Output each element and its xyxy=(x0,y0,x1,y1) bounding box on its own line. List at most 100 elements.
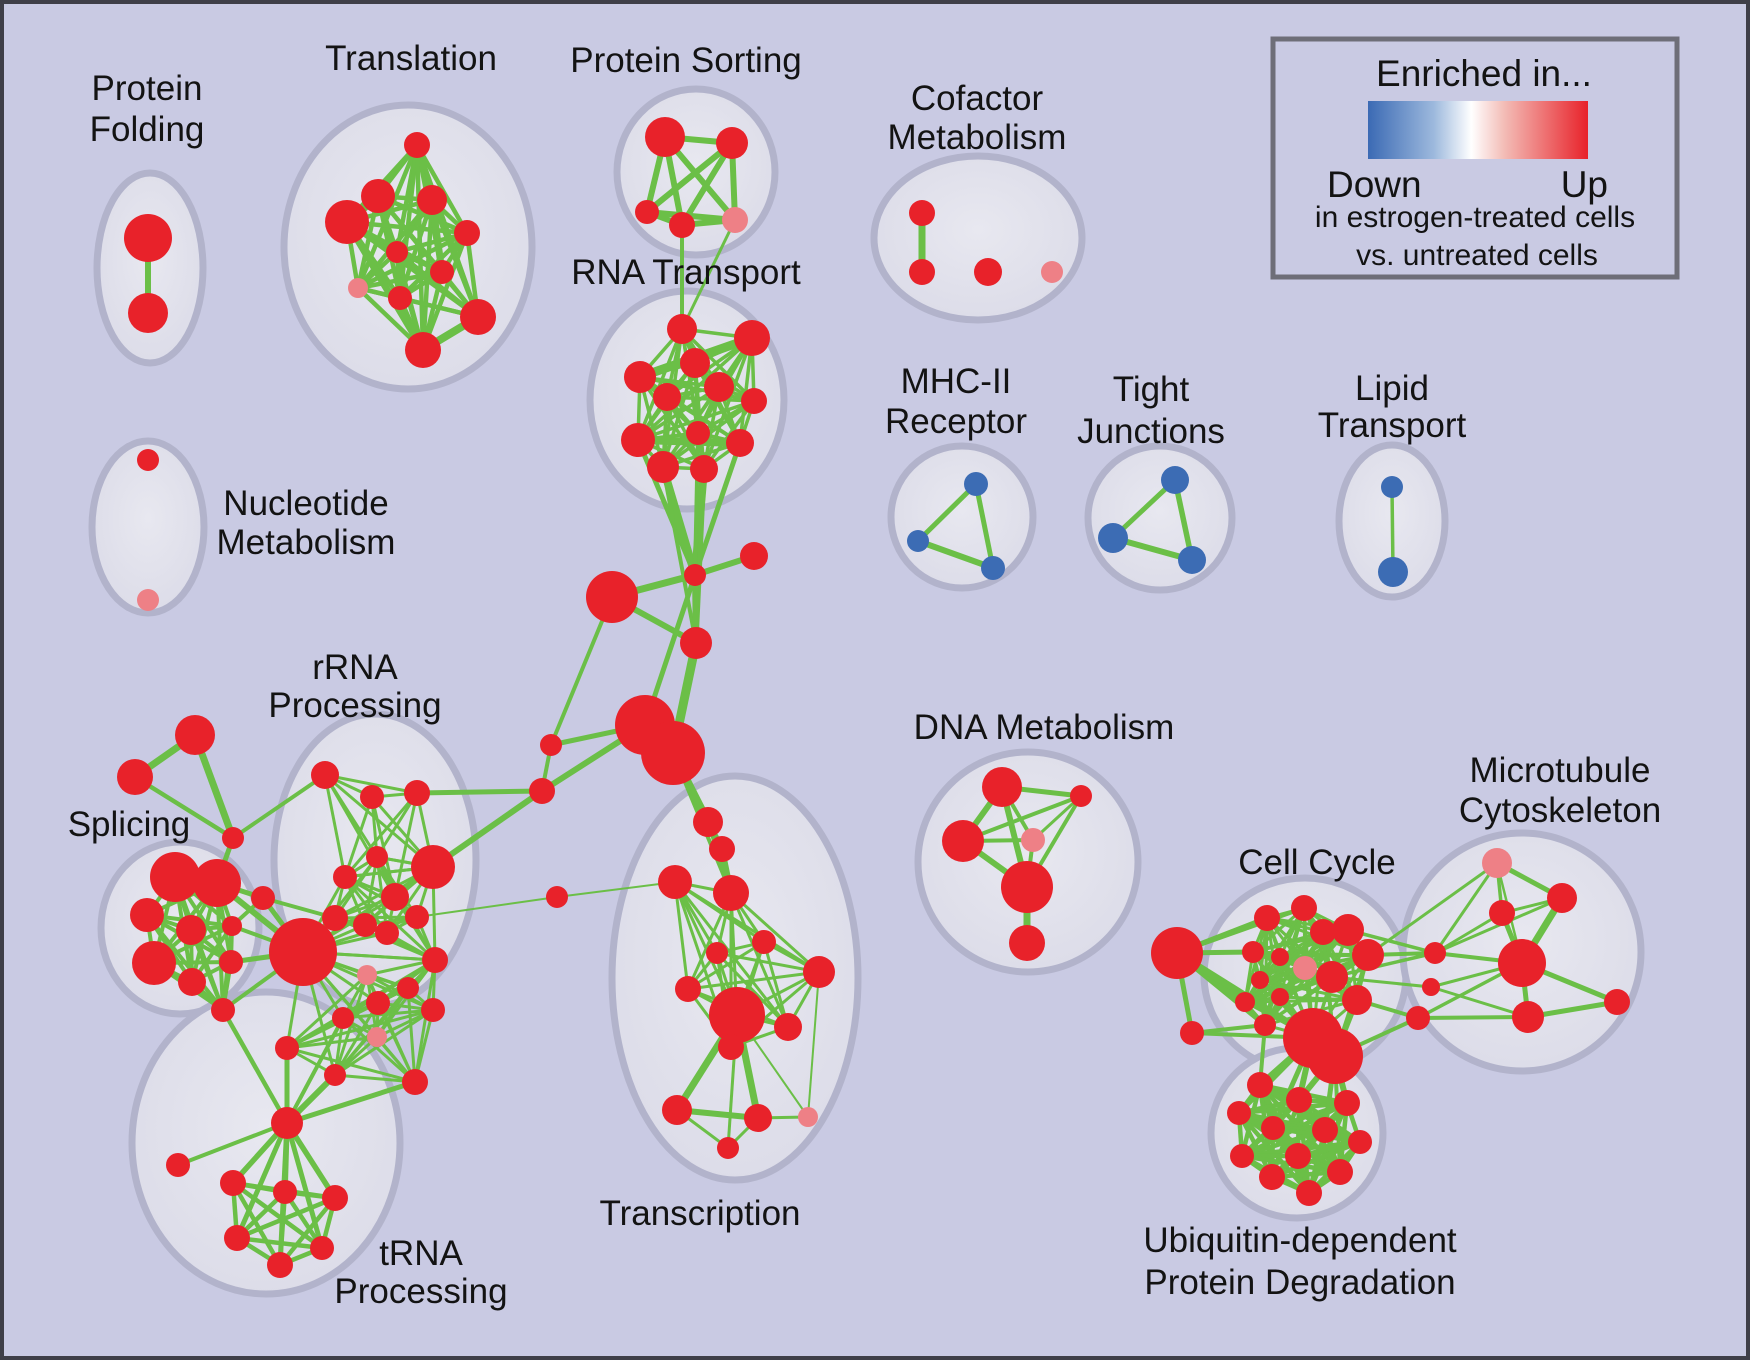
node-rr5[interactable] xyxy=(333,865,357,889)
node-dm4[interactable] xyxy=(1021,828,1045,852)
node-mh2[interactable] xyxy=(907,530,929,552)
node-t9[interactable] xyxy=(388,286,412,310)
node-rr20[interactable] xyxy=(275,1036,299,1060)
node-rr19[interactable] xyxy=(367,1027,387,1047)
node-ub4[interactable] xyxy=(1227,1101,1251,1125)
node-cy1[interactable] xyxy=(1180,1021,1204,1045)
node-c3[interactable] xyxy=(586,571,638,623)
node-cy8[interactable] xyxy=(1235,992,1255,1012)
node-t2[interactable] xyxy=(361,179,395,213)
node-cy3[interactable] xyxy=(1291,895,1317,921)
node-tx5[interactable] xyxy=(752,930,776,954)
node-tp2[interactable] xyxy=(166,1153,190,1177)
node-cy15[interactable] xyxy=(1254,1014,1276,1036)
node-t4[interactable] xyxy=(325,200,369,244)
node-sp2[interactable] xyxy=(193,859,241,907)
node-rr8[interactable] xyxy=(405,905,429,929)
node-cy17[interactable] xyxy=(1307,1028,1363,1084)
node-cy13[interactable] xyxy=(1316,961,1348,993)
node-cm2[interactable] xyxy=(909,259,935,285)
node-ub3[interactable] xyxy=(1334,1090,1360,1116)
node-nm1[interactable] xyxy=(137,449,159,471)
node-mt1[interactable] xyxy=(1482,848,1512,878)
node-rr1[interactable] xyxy=(311,761,339,789)
node-lt2[interactable] xyxy=(1378,557,1408,587)
node-cm4[interactable] xyxy=(1041,261,1063,283)
node-cy6[interactable] xyxy=(1293,956,1317,980)
node-t1[interactable] xyxy=(404,132,430,158)
node-rr16[interactable] xyxy=(366,991,390,1015)
node-cy12[interactable] xyxy=(1352,939,1384,971)
node-tx11[interactable] xyxy=(718,1034,744,1060)
node-tx10[interactable] xyxy=(774,1013,802,1041)
node-tp7[interactable] xyxy=(310,1236,334,1260)
node-sp1[interactable] xyxy=(150,852,200,902)
node-rt6[interactable] xyxy=(653,383,681,411)
node-rr15[interactable] xyxy=(397,977,419,999)
node-mh3[interactable] xyxy=(981,556,1005,580)
node-tj2[interactable] xyxy=(1098,523,1128,553)
node-dm1[interactable] xyxy=(982,767,1022,807)
node-sp5[interactable] xyxy=(222,916,242,936)
node-ub10[interactable] xyxy=(1327,1159,1353,1185)
node-rr21[interactable] xyxy=(324,1064,346,1086)
node-rr18[interactable] xyxy=(332,1007,354,1029)
node-cm1[interactable] xyxy=(909,200,935,226)
node-t3[interactable] xyxy=(417,185,447,215)
node-br2[interactable] xyxy=(546,886,568,908)
node-rr2[interactable] xyxy=(360,785,384,809)
node-br1[interactable] xyxy=(529,778,555,804)
node-mt4[interactable] xyxy=(1498,939,1546,987)
node-mt6[interactable] xyxy=(1604,989,1630,1015)
node-rt7[interactable] xyxy=(741,388,767,414)
node-rt11[interactable] xyxy=(647,451,679,483)
node-tx1[interactable] xyxy=(693,807,723,837)
node-cy14[interactable] xyxy=(1342,985,1372,1015)
node-tj3[interactable] xyxy=(1178,546,1206,574)
node-ub7[interactable] xyxy=(1348,1130,1372,1154)
node-hub2[interactable] xyxy=(641,721,705,785)
node-sp3[interactable] xyxy=(130,898,164,932)
node-t8[interactable] xyxy=(348,278,368,298)
node-cy2[interactable] xyxy=(1254,905,1280,931)
node-ub9[interactable] xyxy=(1285,1143,1311,1169)
node-c5[interactable] xyxy=(540,734,562,756)
node-tx2[interactable] xyxy=(709,836,735,862)
node-dm5[interactable] xyxy=(1001,861,1053,913)
node-rr7[interactable] xyxy=(381,883,409,911)
node-tx4[interactable] xyxy=(713,875,749,911)
node-dm6[interactable] xyxy=(1009,925,1045,961)
node-cy7[interactable] xyxy=(1251,971,1269,989)
node-rr11[interactable] xyxy=(375,921,399,945)
node-cy0[interactable] xyxy=(1151,927,1203,979)
node-mt3[interactable] xyxy=(1489,900,1515,926)
node-pf1[interactable] xyxy=(124,214,172,262)
node-tri1[interactable] xyxy=(175,715,215,755)
node-cy4[interactable] xyxy=(1242,941,1264,963)
node-t6[interactable] xyxy=(386,241,408,263)
node-rr22[interactable] xyxy=(402,1069,428,1095)
node-tx7[interactable] xyxy=(675,976,701,1002)
node-cm3[interactable] xyxy=(974,258,1002,286)
node-mt5[interactable] xyxy=(1512,1001,1544,1033)
node-ub5[interactable] xyxy=(1261,1116,1285,1140)
node-tp3[interactable] xyxy=(220,1170,246,1196)
node-sp4[interactable] xyxy=(176,915,206,945)
node-rt9[interactable] xyxy=(621,423,655,457)
node-nm2[interactable] xyxy=(137,589,159,611)
node-t5[interactable] xyxy=(454,220,480,246)
node-ub6[interactable] xyxy=(1312,1117,1338,1143)
node-rr3[interactable] xyxy=(404,780,430,806)
node-c2[interactable] xyxy=(740,542,768,570)
node-ps2[interactable] xyxy=(716,127,748,159)
node-rr4[interactable] xyxy=(366,846,388,868)
node-rt1[interactable] xyxy=(667,314,697,344)
node-rt3[interactable] xyxy=(680,348,710,378)
node-tp6[interactable] xyxy=(224,1225,250,1251)
node-sp6[interactable] xyxy=(132,941,176,985)
node-rt2[interactable] xyxy=(734,320,770,356)
node-rr12[interactable] xyxy=(269,918,337,986)
node-sp7[interactable] xyxy=(178,968,206,996)
node-sp10[interactable] xyxy=(211,998,235,1022)
node-ub11[interactable] xyxy=(1259,1164,1285,1190)
